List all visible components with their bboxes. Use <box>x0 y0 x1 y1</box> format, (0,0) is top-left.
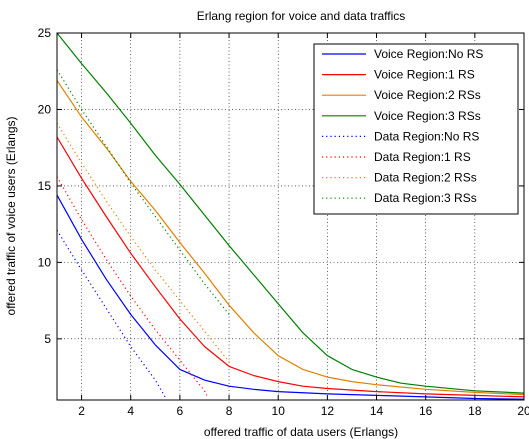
series-line-data-region-no-rs <box>56 229 166 398</box>
legend-label: Data Region:2 RSs <box>374 171 477 185</box>
series-line-voice-region-3-rss <box>56 32 525 394</box>
legend-label: Voice Region:1 RS <box>374 68 475 82</box>
x-tick-label: 18 <box>468 404 482 418</box>
series-line-data-region-2-rss <box>56 122 230 363</box>
series-line-voice-region-2-rss <box>56 80 525 396</box>
y-axis-label: offered traffic of voice users (Erlangs) <box>4 117 18 316</box>
y-tick-label: 10 <box>38 255 52 269</box>
series-layer <box>56 32 525 400</box>
legend-box <box>313 43 519 215</box>
legend-label: Data Region:1 RS <box>374 150 471 164</box>
x-tick-label: 6 <box>177 404 184 418</box>
chart-title: Erlang region for voice and data traffic… <box>197 9 406 23</box>
y-tick-label: 5 <box>44 332 51 346</box>
x-tick-label: 8 <box>226 404 233 418</box>
x-tick-label: 10 <box>272 404 286 418</box>
x-tick-label: 16 <box>419 404 433 418</box>
axis-ticks: 2 4 6 8 10 12 14 16 18 20 5 10 15 20 25 <box>38 26 529 418</box>
legend: Voice Region:No RS Voice Region:1 RS Voice… <box>313 43 519 215</box>
series-line-voice-region-no-rs <box>56 194 525 400</box>
legend-label: Voice Region:No RS <box>374 47 483 61</box>
x-tick-label: 14 <box>370 404 384 418</box>
series-line-data-region-3-rss <box>56 69 230 315</box>
y-tick-label: 15 <box>38 179 52 193</box>
legend-label: Voice Region:3 RSs <box>374 109 481 123</box>
legend-label: Data Region:3 RSs <box>374 191 477 205</box>
x-tick-label: 20 <box>517 404 529 418</box>
y-tick-label: 20 <box>38 102 52 116</box>
y-tick-label: 25 <box>38 26 52 40</box>
series-line-voice-region-1-rs <box>56 136 525 398</box>
legend-label: Data Region:No RS <box>374 129 479 143</box>
x-tick-label: 2 <box>78 404 85 418</box>
x-axis-label: offered traffic of data users (Erlangs) <box>204 425 398 439</box>
plot-area-frame <box>56 32 525 401</box>
x-tick-label: 12 <box>321 404 335 418</box>
x-tick-label: 4 <box>127 404 134 418</box>
legend-label: Voice Region:2 RSs <box>374 88 481 102</box>
